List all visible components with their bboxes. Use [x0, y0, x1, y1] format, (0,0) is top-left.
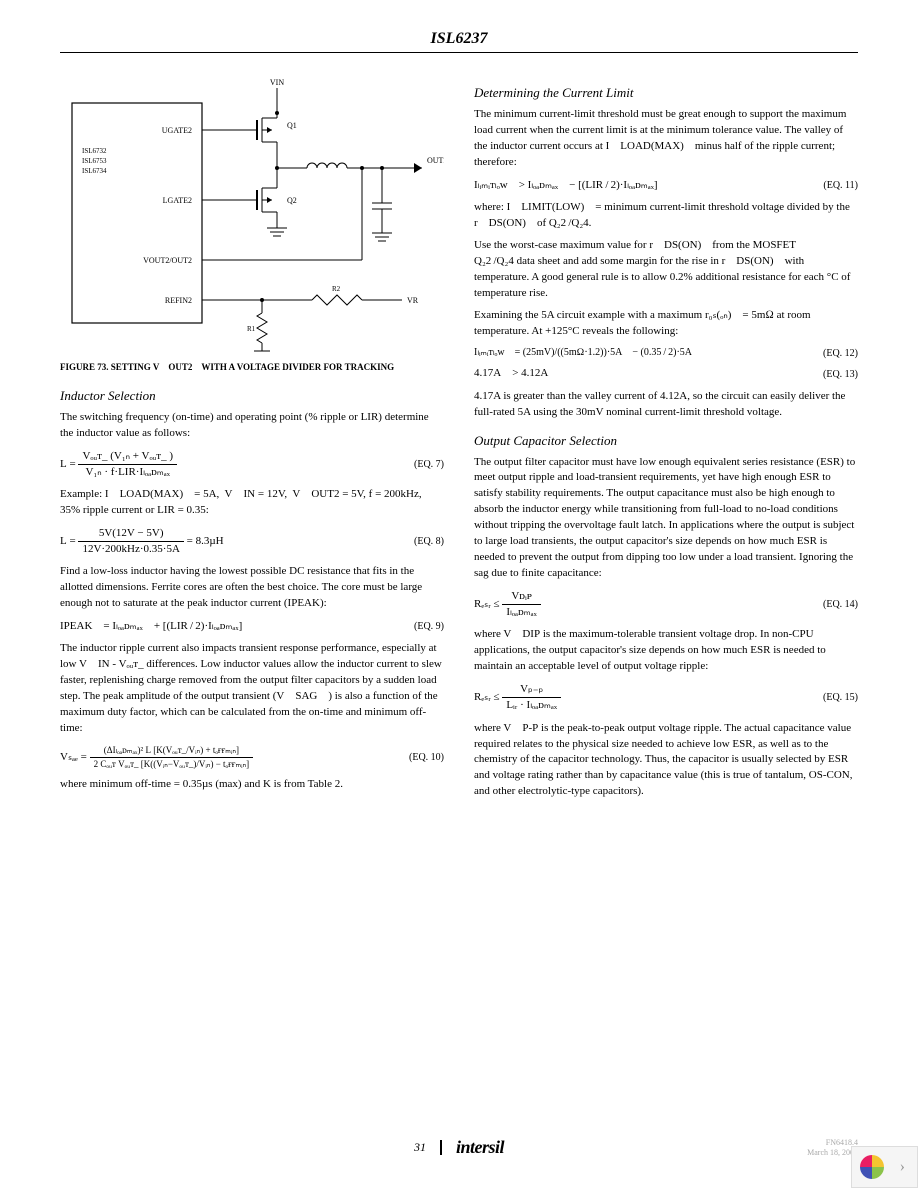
para-r8: where V P-P is the peak-to-peak output v… [474, 721, 858, 801]
eq7-den: V₁ₙ · f·LIR·Iₗₒₐᴅₘₐₓ [78, 465, 177, 479]
page-number: 31 [414, 1140, 442, 1155]
eq12-row: Iₗᵢₘᵢᴛₗₒᴡ = (25mV)/((5mΩ·1.2))·5A − (0.3… [474, 347, 858, 359]
eq9: IPEAK = Iₗₒₐᴅₘₐₓ + [(LIR / 2)·Iₗₒₐᴅₘₐₓ] [60, 620, 242, 633]
para-example: Example: I LOAD(MAX) = 5A, V IN = 12V, V… [60, 487, 444, 519]
content-columns: UGATE2 ISL6732 ISL6753 ISL6734 LGATE2 VO… [60, 73, 858, 806]
eq13-row: 4.17A > 4.12A (EQ. 13) [474, 367, 858, 380]
eq9-row: IPEAK = Iₗₒₐᴅₘₐₓ + [(LIR / 2)·Iₗₒₐᴅₘₐₓ] … [60, 620, 444, 633]
next-arrow-icon[interactable]: › [894, 1158, 911, 1176]
eq15-lhs: Rₑₛᵣ ≤ [474, 691, 500, 703]
eq7-row: L = Vₒᵤᴛ_ (V₁ₙ + Vₒᵤᴛ_ ) V₁ₙ · f·LIR·Iₗₒ… [60, 450, 444, 479]
right-column: Determining the Current Limit The minimu… [474, 73, 858, 806]
label-out2: OUT2 [427, 156, 444, 165]
subhead-output: Output Capacitor Selection [474, 433, 858, 449]
para-l3: The inductor ripple current also impacts… [60, 641, 444, 737]
label-r2: R2 [332, 285, 341, 293]
para-r4: Examining the 5A circuit example with a … [474, 308, 858, 340]
para-r2: where: I LIMIT(LOW) = minimum current-li… [474, 200, 858, 232]
para-r5: 4.17A is greater than the valley current… [474, 389, 858, 421]
para-l4: where minimum off-time = 0.35µs (max) an… [60, 777, 444, 793]
eq7-num: Vₒᵤᴛ_ (V₁ₙ + Vₒᵤᴛ_ ) [78, 450, 177, 465]
eq8-row: L = 5V(12V − 5V) 12V·200kHz·0.35·5A = 8.… [60, 527, 444, 556]
label-vin: VIN [270, 78, 284, 87]
eq8-num: 5V(12V − 5V) [78, 527, 183, 542]
para-r3: Use the worst-case maximum value for r D… [474, 238, 858, 302]
para-r7: where V DIP is the maximum-tolerable tra… [474, 627, 858, 675]
para-l2: Find a low-loss inductor having the lowe… [60, 564, 444, 612]
subhead-inductor: Inductor Selection [60, 388, 444, 404]
eq8-rhs: = 8.3µH [187, 535, 224, 547]
label-refin: REFIN2 [165, 296, 192, 305]
figure-73: UGATE2 ISL6732 ISL6753 ISL6734 LGATE2 VO… [60, 73, 444, 374]
eq7-lhs: L = [60, 458, 76, 470]
nav-widget[interactable]: › [851, 1146, 918, 1188]
eq12-number: (EQ. 12) [813, 348, 858, 359]
eq15-num: Vₚ₋ₚ [502, 683, 561, 698]
eq10-den: 2 Cₒᵤᴛ Vₒᵤᴛ_ [K((Vᵢₙ−Vₒᵤᴛ_)/Vᵢₙ) − tₒғғₘ… [90, 758, 254, 770]
eq8-number: (EQ. 8) [404, 536, 444, 547]
eq11-number: (EQ. 11) [813, 180, 858, 191]
label-q2: Q2 [287, 196, 297, 205]
label-q1: Q1 [287, 121, 297, 130]
datasheet-page: ISL6237 UGATE2 ISL6732 ISL6753 ISL6734 L… [0, 0, 918, 1188]
label-chip0: ISL6732 [82, 147, 107, 155]
eq14-num: Vᴅᵢᴘ [502, 590, 541, 605]
eq15-row: Rₑₛᵣ ≤ Vₚ₋ₚ Lᵢᵣ · Iₗₒₐᴅₘₐₓ (EQ. 15) [474, 683, 858, 712]
eq7-number: (EQ. 7) [404, 459, 444, 470]
label-lgate: LGATE2 [163, 196, 192, 205]
eq14-den: Iₗₒₐᴅₘₐₓ [502, 605, 541, 619]
label-chip1: ISL6753 [82, 157, 107, 165]
para-r6: The output filter capacitor must have lo… [474, 455, 858, 583]
eq14-lhs: Rₑₛᵣ ≤ [474, 598, 500, 610]
left-column: UGATE2 ISL6732 ISL6753 ISL6734 LGATE2 VO… [60, 73, 444, 806]
eq11-row: Iₗᵢₘᵢᴛₗₒᴡ > Iₗₒₐᴅₘₐₓ − [(LIR / 2)·Iₗₒₐᴅₘ… [474, 179, 858, 192]
label-r1: R1 [247, 325, 256, 333]
eq12: Iₗᵢₘᵢᴛₗₒᴡ = (25mV)/((5mΩ·1.2))·5A − (0.3… [474, 347, 692, 359]
eq10-num: (ΔIₗₒₐᴅₘₐₓ)² L [K(Vₒᵤᴛ_/Vᵢₙ) + tₒғғₘᵢₙ] [90, 745, 254, 758]
schematic-diagram: UGATE2 ISL6732 ISL6753 ISL6734 LGATE2 VO… [60, 73, 444, 353]
eq9-number: (EQ. 9) [404, 621, 444, 632]
eq11: Iₗᵢₘᵢᴛₗₒᴡ > Iₗₒₐᴅₘₐₓ − [(LIR / 2)·Iₗₒₐᴅₘ… [474, 179, 658, 192]
label-ugate: UGATE2 [162, 126, 192, 135]
eq10-row: Vₛₐₑ = (ΔIₗₒₐᴅₘₐₓ)² L [K(Vₒᵤᴛ_/Vᵢₙ) + tₒ… [60, 745, 444, 770]
subhead-current: Determining the Current Limit [474, 85, 858, 101]
eq14-number: (EQ. 14) [813, 599, 858, 610]
page-header: ISL6237 [60, 30, 858, 53]
para-l1: The switching frequency (on-time) and op… [60, 410, 444, 442]
company-logo: intersil [456, 1137, 504, 1158]
eq15-number: (EQ. 15) [813, 692, 858, 703]
label-vr: VR [407, 296, 419, 305]
eq10-lhs: Vₛₐₑ = [60, 751, 87, 763]
page-footer: 31 intersil FN6418.4 March 18, 2008 [60, 1137, 858, 1158]
eq10-number: (EQ. 10) [399, 752, 444, 763]
figure-caption: FIGURE 73. SETTING V OUT2 WITH A VOLTAGE… [60, 362, 444, 374]
part-number: ISL6237 [431, 30, 488, 47]
label-voutpin: VOUT2/OUT2 [143, 256, 192, 265]
para-r1: The minimum current-limit threshold must… [474, 107, 858, 171]
eq15-den: Lᵢᵣ · Iₗₒₐᴅₘₐₓ [502, 698, 561, 712]
eq13-number: (EQ. 13) [813, 369, 858, 380]
eq14-row: Rₑₛᵣ ≤ Vᴅᵢᴘ Iₗₒₐᴅₘₐₓ (EQ. 14) [474, 590, 858, 619]
pinwheel-icon [858, 1153, 886, 1181]
eq8-lhs: L = [60, 535, 76, 547]
eq13: 4.17A > 4.12A [474, 367, 548, 380]
eq8-den: 12V·200kHz·0.35·5A [78, 542, 183, 556]
label-chip2: ISL6734 [82, 167, 107, 175]
